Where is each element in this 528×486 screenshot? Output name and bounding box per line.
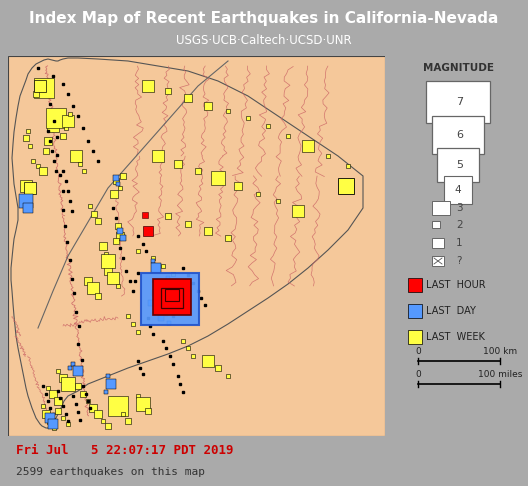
Bar	[165, 289, 179, 301]
Text: 5: 5	[457, 160, 464, 170]
Bar	[408, 330, 422, 344]
Text: 3: 3	[456, 203, 463, 213]
Text: 1: 1	[456, 238, 463, 248]
Bar	[161, 288, 183, 308]
Text: 6: 6	[457, 130, 464, 140]
Text: LAST  DAY: LAST DAY	[426, 306, 476, 316]
Text: Index Map of Recent Earthquakes in California-Nevada: Index Map of Recent Earthquakes in Calif…	[30, 11, 498, 25]
Bar	[426, 81, 490, 123]
Text: 0: 0	[415, 347, 421, 356]
Polygon shape	[11, 58, 363, 428]
Text: USGS·UCB·Caltech·UCSD·UNR: USGS·UCB·Caltech·UCSD·UNR	[176, 34, 352, 47]
Bar	[141, 273, 199, 325]
Text: Fri Jul   5 22:07:17 PDT 2019: Fri Jul 5 22:07:17 PDT 2019	[16, 444, 233, 456]
Text: 0: 0	[415, 370, 421, 379]
Bar	[432, 201, 450, 215]
Text: 2599 earthquakes on this map: 2599 earthquakes on this map	[16, 467, 205, 477]
Text: 4: 4	[455, 185, 461, 195]
Text: 100 km: 100 km	[483, 347, 517, 356]
Bar	[408, 304, 422, 318]
Text: 100 miles: 100 miles	[478, 370, 522, 379]
Text: MAGNITUDE: MAGNITUDE	[422, 63, 494, 73]
Bar	[444, 176, 472, 204]
Bar	[432, 256, 444, 266]
Text: 7: 7	[456, 97, 464, 107]
Text: LAST  HOUR: LAST HOUR	[426, 280, 486, 290]
Text: 2: 2	[456, 220, 463, 229]
Bar	[437, 148, 479, 182]
Bar	[432, 238, 444, 248]
Bar	[408, 278, 422, 292]
Bar	[432, 116, 484, 154]
Text: LAST  WEEK: LAST WEEK	[426, 332, 485, 342]
Bar	[153, 279, 191, 315]
Bar	[432, 221, 440, 228]
Text: ?: ?	[456, 256, 461, 266]
